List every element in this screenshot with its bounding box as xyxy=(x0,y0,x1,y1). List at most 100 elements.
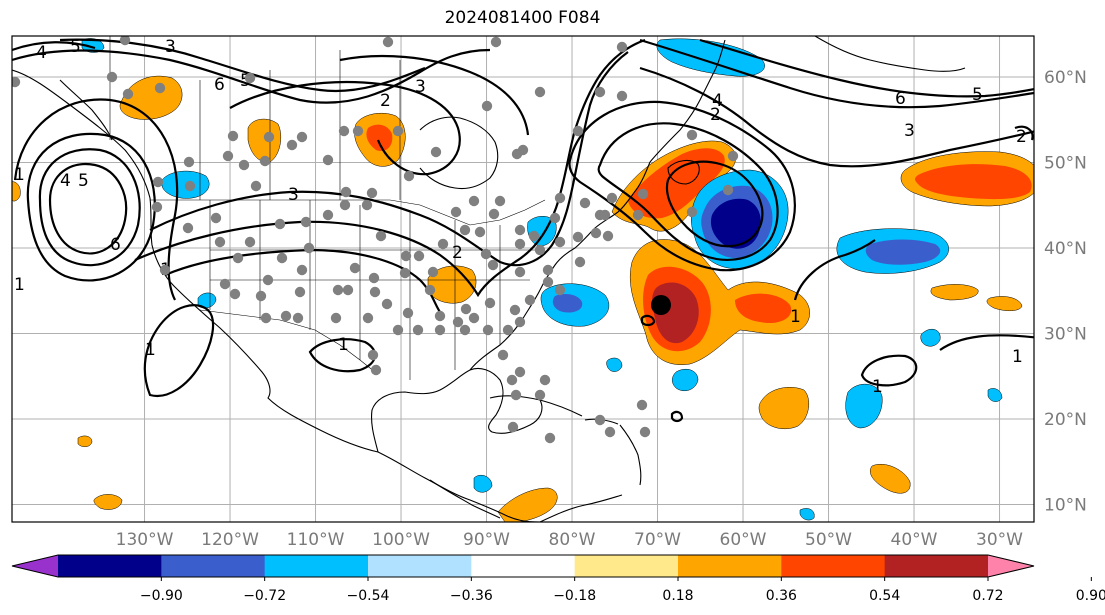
station-dot xyxy=(594,414,606,426)
station-dot xyxy=(152,176,164,188)
station-dot xyxy=(487,259,499,271)
station-dot xyxy=(524,294,536,306)
station-dot xyxy=(430,146,442,158)
lat-tick-label: 30°N xyxy=(1044,325,1087,345)
station-dot xyxy=(214,236,226,248)
coast-greenland xyxy=(814,36,966,72)
field-negative-tropic xyxy=(799,508,815,521)
station-dot xyxy=(490,36,502,48)
contour-atl-4 xyxy=(639,66,1034,168)
station-dot xyxy=(106,71,118,83)
lon-tick-label: 90°W xyxy=(463,530,510,550)
station-dot xyxy=(574,256,586,268)
contour-atl-5 xyxy=(639,38,1034,109)
station-dot xyxy=(342,284,354,296)
station-dot xyxy=(369,286,381,298)
station-dot xyxy=(322,154,334,166)
station-dot xyxy=(370,364,382,376)
station-dot xyxy=(424,284,436,296)
station-dot xyxy=(381,298,393,310)
lon-tick-label: 60°W xyxy=(720,530,767,550)
station-dot xyxy=(349,262,361,274)
station-dot xyxy=(183,156,195,168)
station-dot xyxy=(510,389,522,401)
station-dot xyxy=(434,324,446,336)
field-positive-patch-2 xyxy=(930,284,979,301)
station-dot xyxy=(232,252,244,264)
station-dot xyxy=(263,131,275,143)
station-dot xyxy=(686,129,698,141)
lon-tick-label: 30°W xyxy=(976,530,1023,550)
station-dot xyxy=(382,36,394,48)
station-dot xyxy=(494,195,506,207)
station-dot xyxy=(636,399,648,411)
station-dot xyxy=(286,139,298,151)
contour-north-4 xyxy=(12,41,96,52)
contour-west-low-5 xyxy=(38,148,141,267)
station-dot xyxy=(579,197,591,209)
station-dot xyxy=(509,304,521,316)
station-dot xyxy=(511,148,523,160)
coast-newfoundland xyxy=(667,159,700,185)
station-dot xyxy=(484,297,496,309)
lon-tick-label: 50°W xyxy=(805,530,852,550)
station-dot xyxy=(296,264,308,276)
station-dot xyxy=(514,266,526,278)
colorbar: −0.90 −0.72 −0.54 −0.36 −0.18 0.18 0.36 0.54 0.7… xyxy=(11,554,1105,604)
colorbar-segment xyxy=(574,555,679,577)
station-dot xyxy=(210,212,222,224)
contour-north-6 xyxy=(12,48,491,104)
station-dot xyxy=(300,216,312,228)
station-dot xyxy=(259,155,271,167)
field-positive-patch-1 xyxy=(758,387,810,429)
station-dot xyxy=(222,150,234,162)
storm-center-marker xyxy=(651,295,671,315)
field-negative-patch-2 xyxy=(672,369,699,391)
contour-small-ring-1 xyxy=(640,314,656,327)
station-dot xyxy=(572,125,584,137)
station-dot xyxy=(437,238,449,250)
contour-label-north-5: 5 xyxy=(240,71,251,91)
lon-tick-label: 120°W xyxy=(201,530,259,550)
lon-tick-label: 110°W xyxy=(287,530,345,550)
contour-label-west-4: 4 xyxy=(36,43,47,63)
station-markers xyxy=(12,36,739,444)
contour-atl-east-1 xyxy=(793,239,876,301)
station-dot xyxy=(122,88,134,100)
station-dot xyxy=(606,192,618,204)
coast-labrador xyxy=(649,39,726,163)
station-dot xyxy=(262,274,274,286)
station-dot xyxy=(276,252,288,264)
station-dot xyxy=(368,272,380,284)
station-dot xyxy=(375,230,387,242)
colorbar-segment xyxy=(471,555,576,577)
station-dot xyxy=(399,267,411,279)
contour-label-atl-3: 3 xyxy=(904,121,915,141)
contour-label-west-low-6: 6 xyxy=(110,235,121,255)
colorbar-segment xyxy=(264,555,369,577)
contour-ridge-2 xyxy=(134,38,646,298)
contour-label-atl-se-1: 1 xyxy=(872,377,883,397)
station-dot xyxy=(554,192,566,204)
station-dot xyxy=(534,389,546,401)
station-dot xyxy=(367,349,379,361)
station-dot xyxy=(392,324,404,336)
station-dot xyxy=(154,82,166,94)
station-dot xyxy=(506,374,518,386)
border-us-canada xyxy=(150,199,546,226)
colorbar-outline xyxy=(11,554,1035,578)
station-dot xyxy=(549,212,561,224)
station-dot xyxy=(460,303,472,315)
field-negative-patch-4 xyxy=(606,357,623,372)
station-dot xyxy=(227,130,239,142)
station-dot xyxy=(392,125,404,137)
colorbar-segment xyxy=(884,555,989,577)
contour-small-ring-2 xyxy=(670,410,684,423)
station-dot xyxy=(544,432,556,444)
station-dot xyxy=(340,186,352,198)
station-dot xyxy=(450,206,462,218)
field-positive-pac-2 xyxy=(77,435,93,447)
colorbar-tick-label: 0.90 xyxy=(1076,588,1105,604)
station-dot xyxy=(459,324,471,336)
